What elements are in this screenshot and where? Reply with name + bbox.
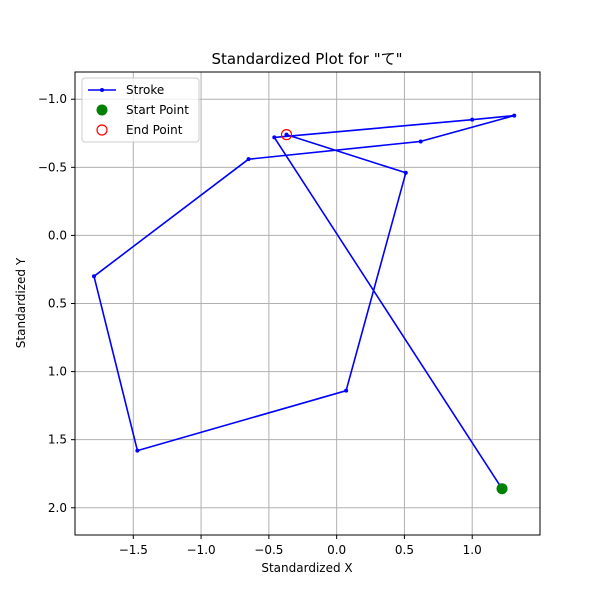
y-tick-label: 0.5 <box>48 297 67 311</box>
y-tick-label: −0.5 <box>38 160 67 174</box>
y-tick-label: 1.5 <box>48 433 67 447</box>
y-tick-label: 2.0 <box>48 501 67 515</box>
legend-box <box>81 77 200 143</box>
y-axis-label: Standardized Y <box>14 257 28 348</box>
stroke-point <box>135 448 140 453</box>
stroke-point <box>403 170 408 175</box>
stroke-point <box>91 274 96 279</box>
stroke-point <box>344 388 349 393</box>
y-tick-label: 0.0 <box>48 228 67 242</box>
start-point-marker <box>496 483 508 495</box>
x-tick-label: 1.0 <box>463 543 482 557</box>
x-tick-label: −1.5 <box>119 543 148 557</box>
legend-start-marker <box>96 104 108 116</box>
y-tick-label: −1.0 <box>38 92 67 106</box>
grid <box>75 72 540 535</box>
x-axis-label: Standardized X <box>261 561 352 575</box>
end-point-marker <box>280 129 293 141</box>
stroke-point <box>246 157 251 162</box>
x-tick-label: 0.5 <box>395 543 414 557</box>
legend-start-label: Start Point <box>126 103 189 117</box>
series-layer <box>91 113 517 495</box>
stroke-point <box>512 113 517 118</box>
legend-stroke-label: Stroke <box>126 83 164 97</box>
y-tick-label: 1.0 <box>48 365 67 379</box>
y-axis-ticks: −1.0 −0.5 0.0 0.5 1.0 1.5 2.0 <box>38 92 75 515</box>
stroke-point <box>418 139 423 144</box>
stroke-point <box>284 132 289 137</box>
legend: Stroke Start Point End Point <box>81 77 200 143</box>
legend-end-label: End Point <box>126 123 183 137</box>
x-tick-label: 0.0 <box>327 543 346 557</box>
stroke-point <box>470 117 475 122</box>
x-tick-label: −0.5 <box>254 543 283 557</box>
legend-end-marker <box>96 124 108 136</box>
legend-stroke-marker <box>100 88 104 92</box>
stroke-point <box>272 135 277 140</box>
chart-title: Standardized Plot for "て" <box>211 50 402 68</box>
x-tick-label: −1.0 <box>187 543 216 557</box>
x-axis-ticks: −1.5 −1.0 −0.5 0.0 0.5 1.0 <box>119 535 482 557</box>
